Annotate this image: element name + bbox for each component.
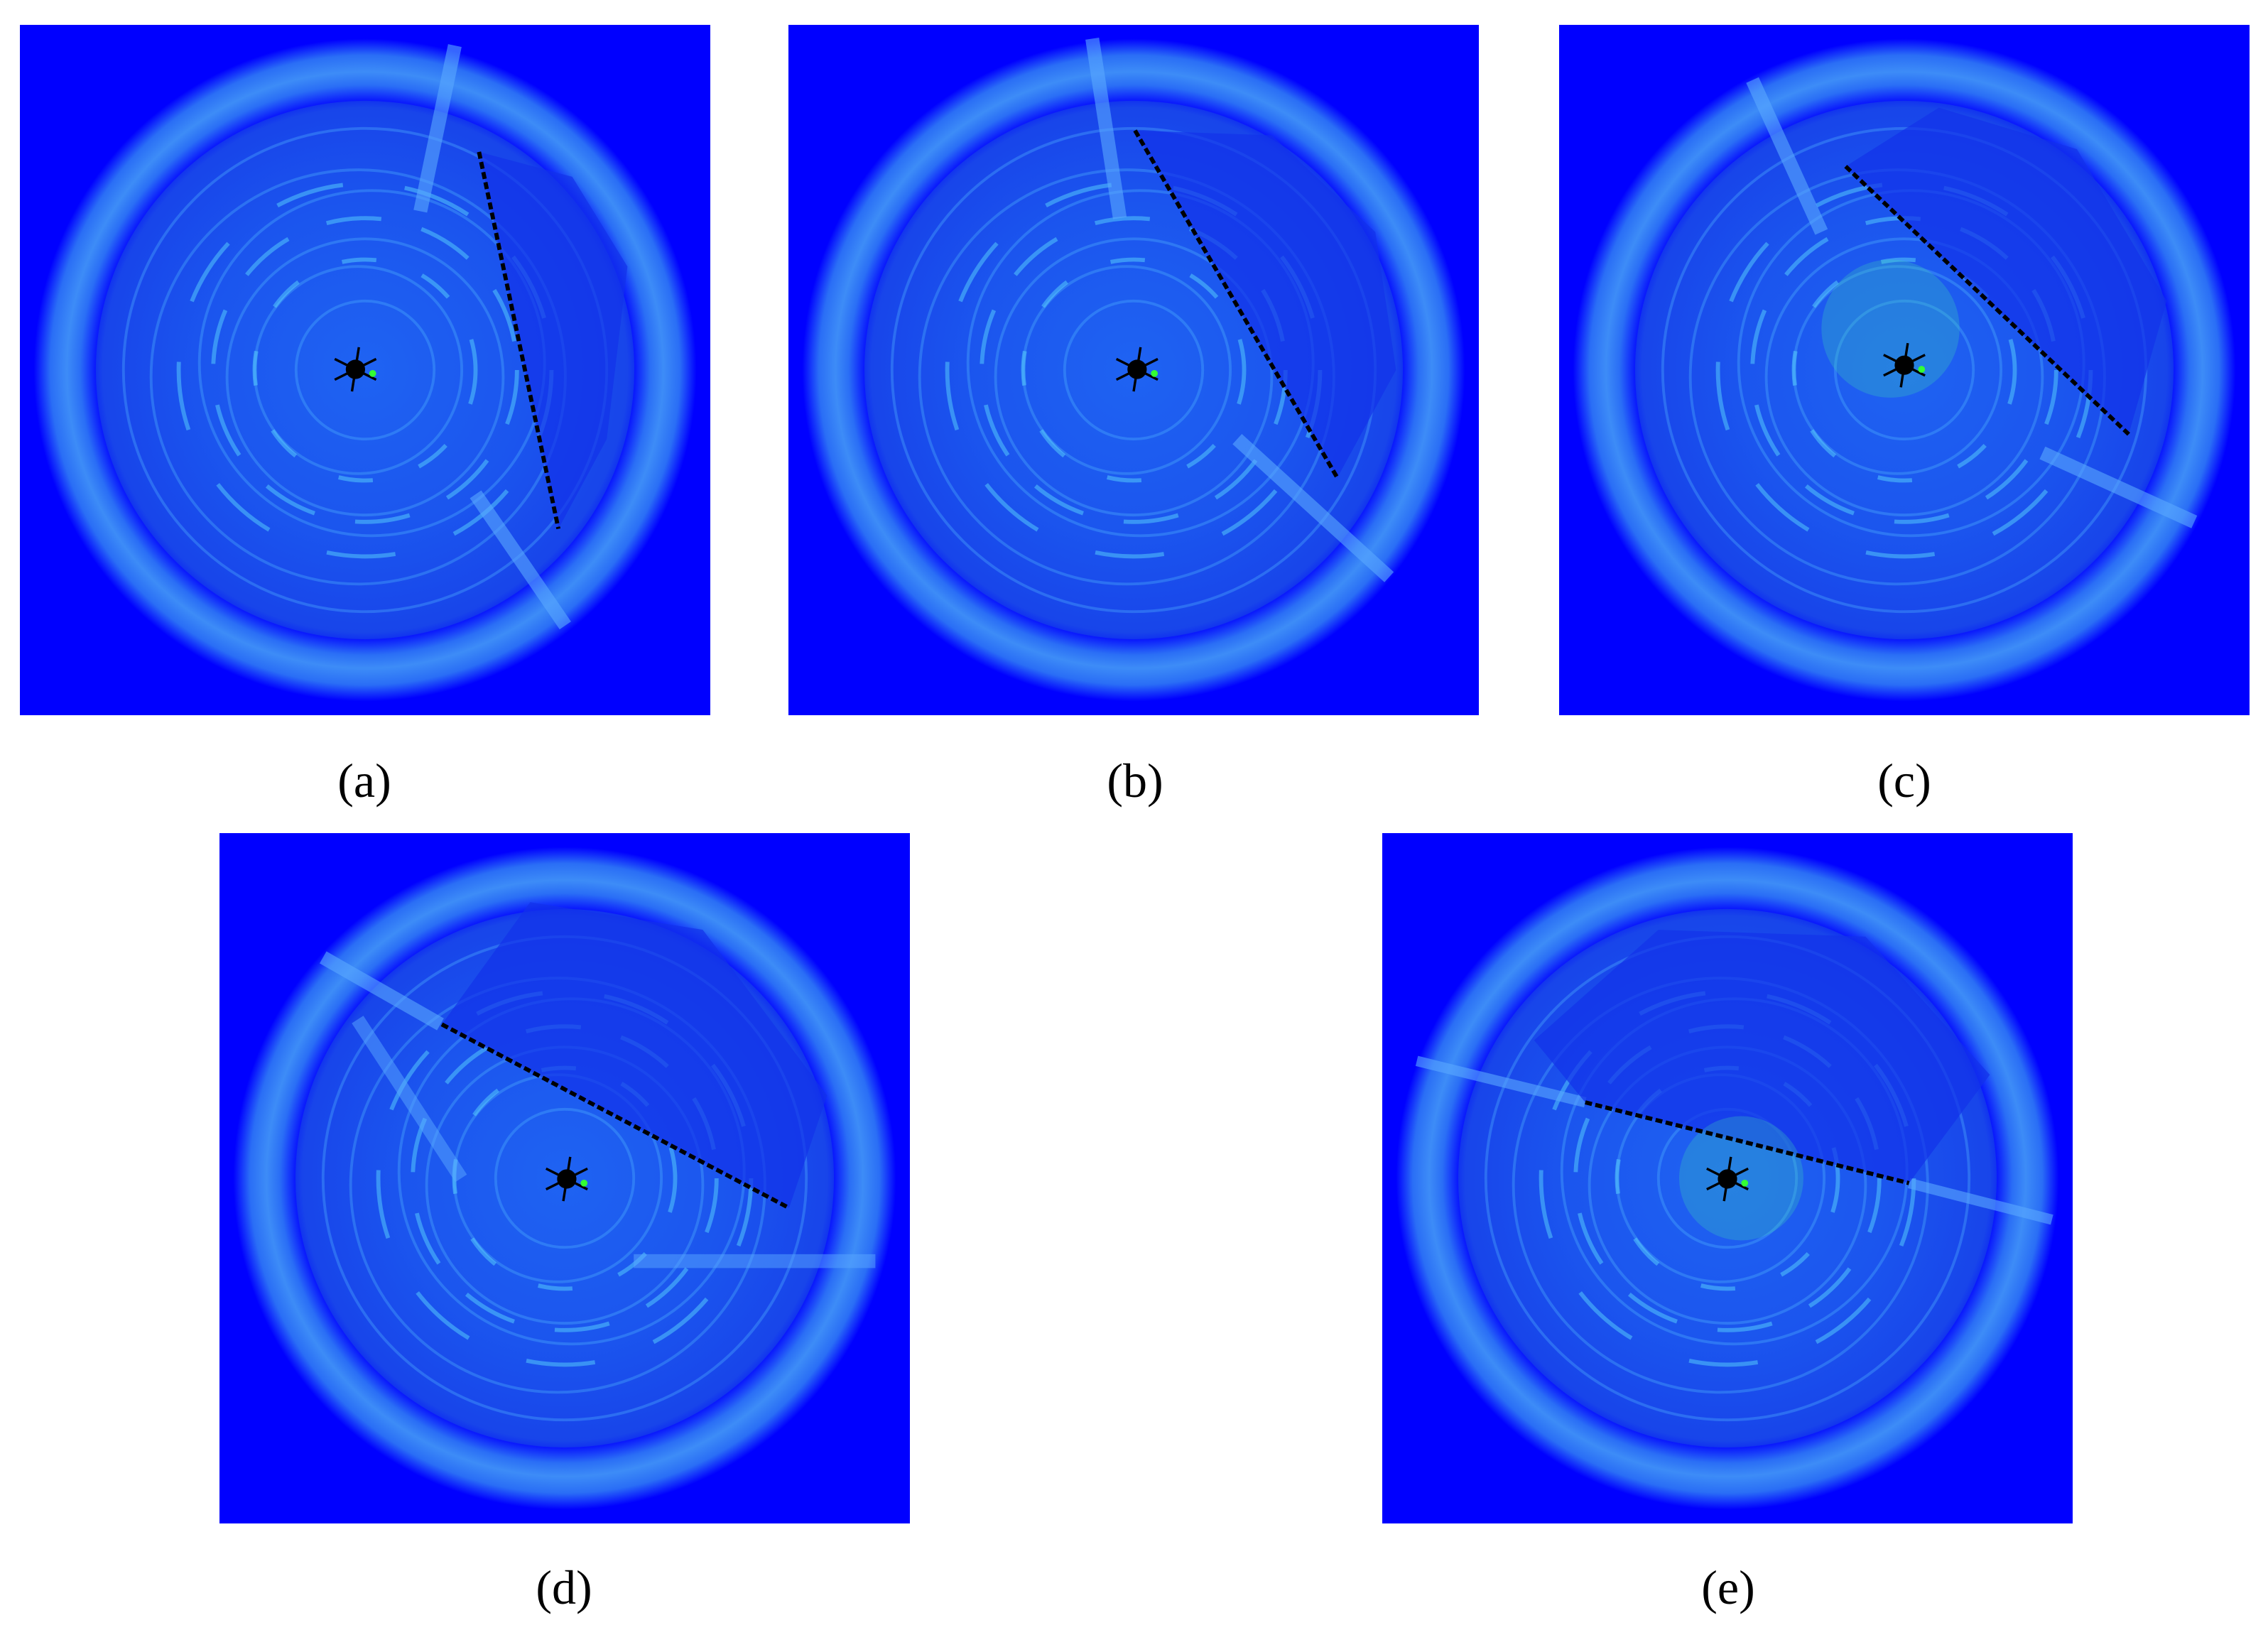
panel-image: [20, 25, 710, 715]
panel-label: (b): [1107, 754, 1163, 808]
panel-label: (d): [536, 1560, 592, 1614]
panel-label: (a): [337, 754, 391, 808]
panel-image: [788, 25, 1479, 715]
panel-label: (e): [1701, 1560, 1755, 1614]
panel-image: [219, 833, 910, 1523]
panel-image: [1559, 25, 2250, 715]
panel-image: [1382, 833, 2073, 1523]
panel-label: (c): [1877, 754, 1931, 808]
